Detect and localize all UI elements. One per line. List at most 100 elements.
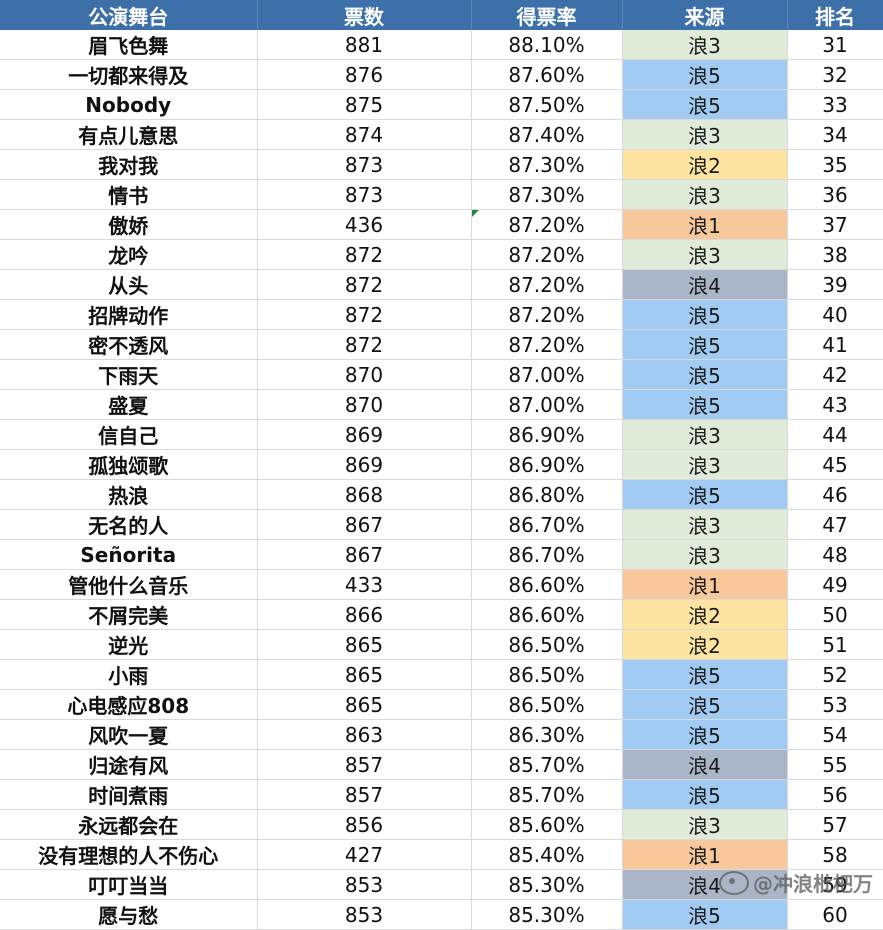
cell-rate[interactable]: 87.20% [471,329,623,360]
cell-rate[interactable]: 86.50% [471,659,623,690]
cell-rank[interactable]: 53 [787,689,883,720]
cell-votes[interactable]: 869 [257,449,472,480]
cell-stage[interactable]: 密不透风 [0,329,258,360]
cell-rate[interactable]: 87.20% [471,209,623,240]
cell-source[interactable]: 浪5 [622,59,788,90]
cell-rank[interactable]: 50 [787,599,883,630]
cell-source[interactable]: 浪4 [622,269,788,300]
cell-stage[interactable]: 没有理想的人不伤心 [0,839,258,870]
cell-rank[interactable]: 54 [787,719,883,750]
cell-rate[interactable]: 86.70% [471,509,623,540]
cell-rank[interactable]: 52 [787,659,883,690]
cell-rank[interactable]: 57 [787,809,883,840]
cell-rank[interactable]: 36 [787,179,883,210]
header-rate[interactable]: 得票率 [471,0,623,30]
cell-votes[interactable]: 872 [257,299,472,330]
cell-rate[interactable]: 87.30% [471,149,623,180]
cell-votes[interactable]: 866 [257,599,472,630]
cell-rate[interactable]: 86.70% [471,539,623,570]
cell-source[interactable]: 浪3 [622,539,788,570]
cell-votes[interactable]: 874 [257,119,472,150]
cell-source[interactable]: 浪5 [622,299,788,330]
cell-rate[interactable]: 87.20% [471,269,623,300]
cell-stage[interactable]: 热浪 [0,479,258,510]
cell-rate[interactable]: 86.50% [471,689,623,720]
cell-votes[interactable]: 867 [257,509,472,540]
cell-votes[interactable]: 865 [257,659,472,690]
cell-rate[interactable]: 85.30% [471,899,623,930]
cell-rate[interactable]: 86.60% [471,599,623,630]
cell-source[interactable]: 浪3 [622,179,788,210]
cell-rank[interactable]: 60 [787,899,883,930]
cell-rank[interactable]: 47 [787,509,883,540]
header-source[interactable]: 来源 [622,0,788,30]
cell-votes[interactable]: 853 [257,899,472,930]
cell-votes[interactable]: 857 [257,749,472,780]
cell-rate[interactable]: 86.50% [471,629,623,660]
cell-votes[interactable]: 870 [257,389,472,420]
header-rank[interactable]: 排名 [787,0,883,30]
cell-rank[interactable]: 41 [787,329,883,360]
cell-stage[interactable]: Nobody [0,89,258,120]
cell-votes[interactable]: 433 [257,569,472,600]
cell-source[interactable]: 浪3 [622,30,788,60]
cell-rate[interactable]: 85.40% [471,839,623,870]
cell-stage[interactable]: 逆光 [0,629,258,660]
cell-rate[interactable]: 87.00% [471,389,623,420]
cell-source[interactable]: 浪5 [622,389,788,420]
cell-rank[interactable]: 40 [787,299,883,330]
cell-source[interactable]: 浪1 [622,839,788,870]
cell-votes[interactable]: 853 [257,869,472,900]
cell-source[interactable]: 浪3 [622,509,788,540]
cell-source[interactable]: 浪5 [622,719,788,750]
cell-rank[interactable]: 35 [787,149,883,180]
cell-rate[interactable]: 87.60% [471,59,623,90]
cell-rank[interactable]: 38 [787,239,883,270]
cell-rate[interactable]: 86.90% [471,419,623,450]
cell-rate[interactable]: 85.70% [471,749,623,780]
cell-rate[interactable]: 87.50% [471,89,623,120]
cell-stage[interactable]: 归途有风 [0,749,258,780]
cell-votes[interactable]: 856 [257,809,472,840]
cell-votes[interactable]: 857 [257,779,472,810]
cell-rank[interactable]: 55 [787,749,883,780]
cell-votes[interactable]: 863 [257,719,472,750]
cell-rate[interactable]: 86.80% [471,479,623,510]
cell-source[interactable]: 浪5 [622,359,788,390]
header-stage[interactable]: 公演舞台 [0,0,258,30]
cell-rate[interactable]: 87.00% [471,359,623,390]
cell-rank[interactable]: 51 [787,629,883,660]
cell-stage[interactable]: 我对我 [0,149,258,180]
cell-votes[interactable]: 872 [257,329,472,360]
cell-rate[interactable]: 87.20% [471,239,623,270]
cell-rank[interactable]: 56 [787,779,883,810]
cell-rank[interactable]: 49 [787,569,883,600]
cell-source[interactable]: 浪5 [622,779,788,810]
cell-stage[interactable]: 傲娇 [0,209,258,240]
cell-rate[interactable]: 85.70% [471,779,623,810]
cell-stage[interactable]: 招牌动作 [0,299,258,330]
cell-rate[interactable]: 87.20% [471,299,623,330]
cell-stage[interactable]: 心电感应808 [0,689,258,720]
cell-stage[interactable]: 小雨 [0,659,258,690]
cell-source[interactable]: 浪4 [622,749,788,780]
cell-rank[interactable]: 42 [787,359,883,390]
cell-votes[interactable]: 427 [257,839,472,870]
cell-rate[interactable]: 87.40% [471,119,623,150]
cell-source[interactable]: 浪1 [622,569,788,600]
cell-stage[interactable]: Señorita [0,539,258,570]
cell-votes[interactable]: 873 [257,179,472,210]
cell-rank[interactable]: 32 [787,59,883,90]
cell-source[interactable]: 浪3 [622,419,788,450]
cell-stage[interactable]: 眉飞色舞 [0,30,258,60]
cell-rank[interactable]: 34 [787,119,883,150]
cell-rank[interactable]: 37 [787,209,883,240]
cell-source[interactable]: 浪2 [622,149,788,180]
cell-rank[interactable]: 33 [787,89,883,120]
cell-rate[interactable]: 86.90% [471,449,623,480]
cell-votes[interactable]: 867 [257,539,472,570]
header-votes[interactable]: 票数 [257,0,472,30]
cell-stage[interactable]: 孤独颂歌 [0,449,258,480]
cell-source[interactable]: 浪3 [622,449,788,480]
cell-stage[interactable]: 愿与愁 [0,899,258,930]
